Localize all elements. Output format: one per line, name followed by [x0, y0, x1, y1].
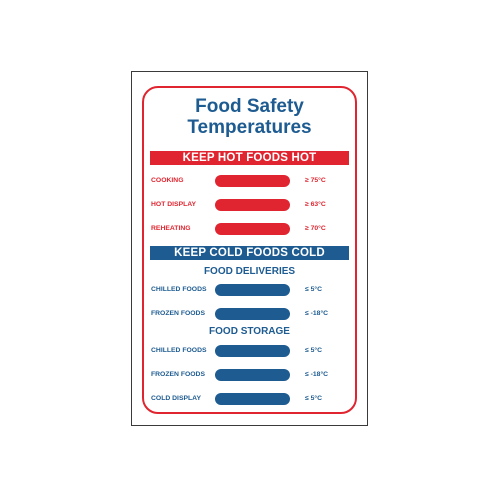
sign-inner-border: Food Safety Temperatures KEEP HOT FOODS …	[142, 86, 357, 414]
temperature-bar	[215, 223, 290, 235]
row-label: CHILLED FOODS	[151, 286, 207, 293]
row-label: FROZEN FOODS	[151, 371, 205, 378]
food-deliveries-heading: FOOD DELIVERIES	[203, 266, 296, 277]
temperature-bar	[215, 308, 290, 320]
temperature-bar	[215, 345, 290, 357]
row-label: REHEATING	[151, 225, 191, 232]
row-temperature: ≥ 75°C	[305, 177, 326, 184]
temperature-bar	[215, 199, 290, 211]
temperature-bar	[215, 284, 290, 296]
hot-row-hot-display: HOT DISPLAY ≥ 63°C	[144, 199, 355, 211]
food-storage-heading: FOOD STORAGE	[209, 326, 290, 337]
storage-row-chilled: CHILLED FOODS ≤ 5°C	[144, 345, 355, 357]
food-safety-sign: Food Safety Temperatures KEEP HOT FOODS …	[131, 71, 368, 426]
deliveries-row-frozen: FROZEN FOODS ≤ -18°C	[144, 308, 355, 320]
row-label: FROZEN FOODS	[151, 310, 205, 317]
row-temperature: ≥ 70°C	[305, 225, 326, 232]
row-label: CHILLED FOODS	[151, 347, 207, 354]
storage-row-frozen: FROZEN FOODS ≤ -18°C	[144, 369, 355, 381]
row-label: COOKING	[151, 177, 184, 184]
row-label: COLD DISPLAY	[151, 395, 201, 402]
cold-foods-banner: KEEP COLD FOODS COLD	[150, 246, 349, 260]
hot-foods-banner: KEEP HOT FOODS HOT	[150, 151, 349, 165]
row-temperature: ≤ -18°C	[305, 371, 329, 378]
row-temperature: ≤ 5°C	[305, 286, 323, 293]
temperature-bar	[215, 393, 290, 405]
deliveries-row-chilled: CHILLED FOODS ≤ 5°C	[144, 284, 355, 296]
hot-row-reheating: REHEATING ≥ 70°C	[144, 223, 355, 235]
row-temperature: ≤ 5°C	[305, 347, 323, 354]
temperature-bar	[215, 369, 290, 381]
hot-row-cooking: COOKING ≥ 75°C	[144, 175, 355, 187]
row-temperature: ≤ -18°C	[305, 310, 329, 317]
row-temperature: ≥ 63°C	[305, 201, 326, 208]
temperature-bar	[215, 175, 290, 187]
sign-title-line-2: Temperatures	[187, 117, 312, 138]
storage-row-cold-display: COLD DISPLAY ≤ 5°C	[144, 393, 355, 405]
row-label: HOT DISPLAY	[151, 201, 197, 208]
sign-title-line-1: Food Safety	[195, 96, 304, 117]
row-temperature: ≤ 5°C	[305, 395, 323, 402]
